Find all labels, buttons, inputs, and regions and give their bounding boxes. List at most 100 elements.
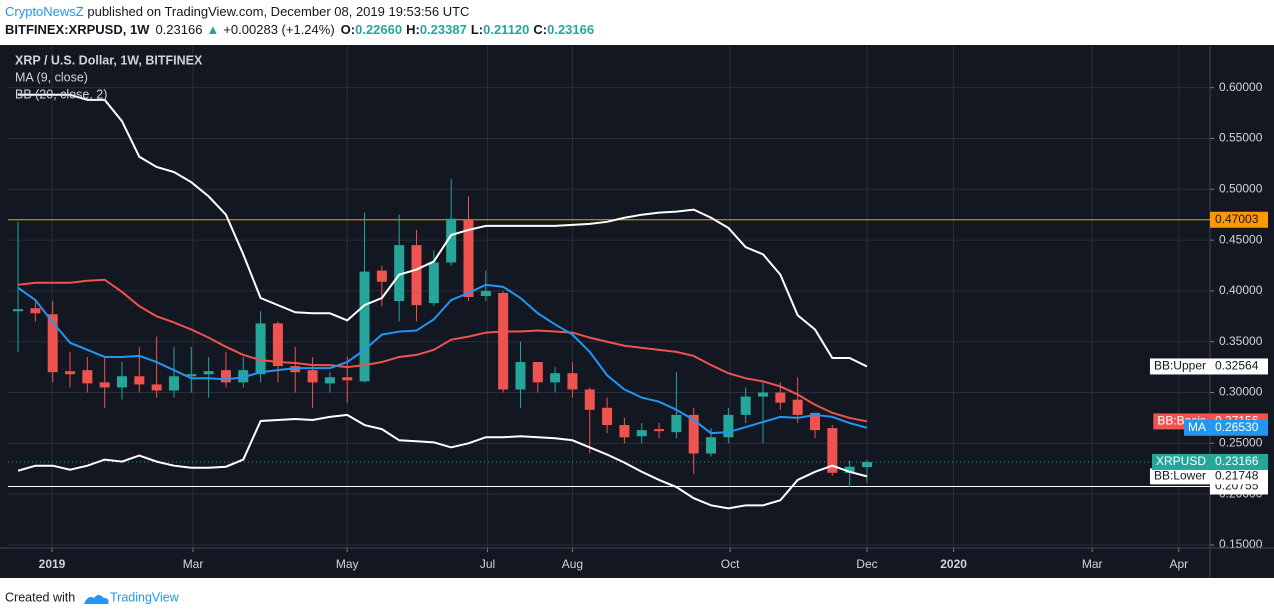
price-labels: 0.470030.20755BB:Upper0.32564BB:Basis0.2…	[1149, 211, 1268, 495]
header-line-1: CryptoNewsZ published on TradingView.com…	[5, 4, 469, 19]
price-label-value: 0.47003	[1215, 212, 1259, 226]
price-label-value: 0.32564	[1215, 359, 1259, 373]
published: published on TradingView.com, December 0…	[84, 4, 470, 19]
candle-body	[515, 362, 526, 390]
x-tick-label: Oct	[721, 557, 740, 571]
candle-body	[342, 377, 353, 381]
y-tick-label: 0.25000	[1219, 436, 1263, 450]
candle-body	[688, 414, 699, 454]
y-tick-label: 0.50000	[1219, 181, 1263, 195]
symbol: BITFINEX:XRPUSD, 1W	[5, 22, 150, 37]
y-tick-label: 0.60000	[1219, 80, 1263, 94]
ohlc-label: L:	[471, 22, 483, 37]
change: +0.00283 (+1.24%)	[223, 22, 334, 37]
ohlc-label: C:	[533, 22, 547, 37]
indicator-line	[17, 413, 868, 510]
candle-body	[654, 429, 665, 432]
chart-title: XRP / U.S. Dollar, 1W, BITFINEX	[15, 53, 203, 67]
candle-body	[550, 373, 561, 383]
plot: 0.150000.200000.250000.300000.350000.400…	[0, 45, 1274, 578]
candle-body	[827, 428, 838, 473]
x-tick-label: Dec	[856, 557, 877, 571]
candle-body	[307, 370, 318, 383]
candle-body	[186, 374, 197, 377]
x-tick-label: Mar	[1082, 557, 1103, 571]
candle-body	[220, 370, 231, 383]
legend-ma: MA (9, close)	[15, 70, 88, 84]
candle-body	[65, 371, 76, 375]
ohlc-label: H:	[406, 22, 420, 37]
candle-body	[13, 309, 24, 312]
candle-body	[775, 392, 786, 403]
candle-body	[498, 292, 509, 390]
candle-body	[671, 414, 682, 433]
candle-body	[844, 466, 855, 473]
ohlc-value: 0.23387	[420, 22, 467, 37]
price-label-name: BB:Upper	[1154, 359, 1206, 373]
candle-body	[203, 371, 214, 375]
x-tick-label: 2019	[39, 557, 66, 571]
candle-body	[82, 370, 93, 384]
candle-body	[480, 290, 491, 296]
price-label-bg	[1210, 419, 1268, 436]
candle-body	[463, 219, 474, 298]
price-label-value: 0.26530	[1215, 420, 1259, 434]
y-tick-label: 0.40000	[1219, 283, 1263, 297]
price-label-bg	[1210, 453, 1268, 470]
price-label-name: BB:Lower	[1154, 469, 1206, 483]
candle-body	[619, 425, 630, 438]
price-label-bg	[1210, 358, 1268, 375]
candle-body	[376, 270, 387, 282]
candle-body	[255, 323, 266, 375]
x-tick-label: Jul	[480, 557, 495, 571]
candle-body	[758, 392, 769, 397]
header-bg	[0, 0, 1274, 45]
candle-body	[792, 399, 803, 415]
candle-body	[151, 384, 162, 391]
candle-body	[428, 262, 439, 304]
price-label-bg	[1210, 211, 1268, 228]
ohlc-value: 0.22660	[355, 22, 402, 37]
author-link[interactable]: CryptoNewsZ	[5, 4, 84, 19]
candle-body	[809, 412, 820, 431]
y-tick-label: 0.15000	[1219, 537, 1263, 551]
y-tick-label: 0.35000	[1219, 334, 1263, 348]
x-tick-label: Apr	[1169, 557, 1188, 571]
price-label-bg	[1210, 468, 1268, 485]
y-tick-label: 0.30000	[1219, 385, 1263, 399]
y-tick-label: 0.45000	[1219, 232, 1263, 246]
candle-body	[134, 376, 145, 385]
candle-body	[168, 376, 179, 391]
footer-brand[interactable]: TradingView	[110, 590, 180, 604]
last-price: 0.23166	[155, 22, 202, 37]
footer-created: Created with	[5, 590, 75, 604]
x-tick-label: May	[336, 557, 359, 571]
indicator-line	[17, 278, 868, 423]
price-label-value: 0.21748	[1215, 469, 1259, 483]
candle-body	[116, 376, 127, 388]
candle-body	[411, 245, 422, 306]
candle-body	[30, 308, 41, 314]
ohlc-value: 0.23166	[547, 22, 594, 37]
candle-body	[567, 373, 578, 390]
candle-body	[532, 362, 543, 383]
candle-body	[723, 414, 734, 438]
candle-body	[446, 218, 457, 263]
candle-body	[706, 437, 717, 454]
up-arrow: ▲	[206, 22, 219, 37]
footer-bg	[0, 578, 1274, 615]
candle-body	[272, 323, 283, 367]
candle-body	[324, 377, 335, 384]
price-label-name-bg	[1149, 358, 1210, 375]
chart-bg	[0, 45, 1274, 578]
candle-body	[359, 271, 370, 382]
price-label-name-bg	[1151, 453, 1210, 470]
x-tick-label: 2020	[940, 557, 967, 571]
candle-body	[290, 366, 301, 373]
x-tick-label: Aug	[562, 557, 583, 571]
candle-body	[584, 389, 595, 410]
legend-bb: BB (20, close, 2)	[15, 87, 107, 101]
price-label-name-bg	[1184, 419, 1210, 436]
